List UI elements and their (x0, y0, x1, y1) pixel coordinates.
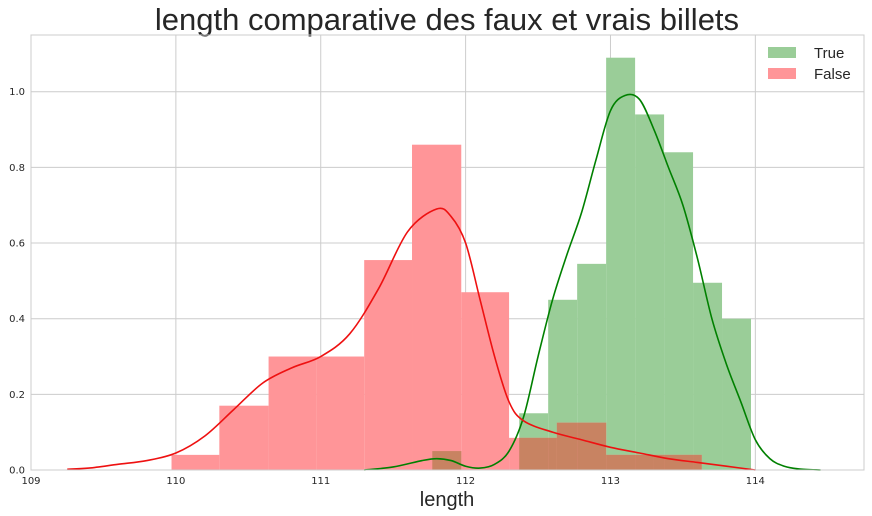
true-kde-line (364, 93, 821, 471)
overlap-hist-bar (577, 422, 607, 470)
true-hist-bar (606, 57, 636, 471)
y-tick-label: 1.0 (9, 87, 25, 98)
overlap-hist-bar (556, 422, 578, 470)
plot-frame (30, 34, 865, 471)
x-tick-label: 113 (601, 476, 620, 487)
false-hist-bar (364, 260, 413, 470)
kde-layer (67, 93, 821, 471)
x-tick-label: 110 (166, 476, 185, 487)
y-tick-label: 0.6 (9, 239, 25, 250)
chart-title: length comparative des faux et vrais bil… (155, 2, 739, 37)
false-hist-bar (268, 356, 317, 470)
legend-label-false: False (814, 66, 851, 83)
bars-layer (171, 57, 752, 471)
legend-swatch-false (768, 68, 796, 79)
false-hist-bar (412, 144, 462, 470)
legend-label-true: True (814, 45, 844, 62)
true-hist-bar (635, 114, 665, 470)
x-tick-label: 112 (456, 476, 475, 487)
true-hist-bar (693, 282, 723, 470)
y-tick-label: 0.0 (9, 466, 25, 477)
legend-swatch-true (768, 47, 796, 58)
false-kde-line (67, 207, 756, 471)
x-tick-label: 111 (311, 476, 330, 487)
overlap-hist-bar (432, 451, 462, 470)
overlap-hist-bar (635, 454, 654, 470)
tick-labels: 109 110 111 112 113 114 0.0 0.2 0.4 0.6 0.8 1.0 (9, 87, 765, 487)
true-hist-bar (722, 318, 752, 470)
y-tick-label: 0.2 (9, 390, 25, 401)
false-hist-bar (171, 454, 220, 470)
y-tick-label: 0.4 (9, 314, 25, 325)
true-hist-bar (664, 152, 694, 470)
x-axis-label: length (420, 489, 475, 511)
overlap-hist-bar (606, 454, 636, 470)
overlap-hist-bar (519, 437, 549, 470)
overlap-hist-bar (548, 437, 557, 470)
overlap-hist-bar (664, 454, 694, 470)
false-hist-bar (316, 356, 365, 470)
overlap-hist-bar (653, 454, 665, 470)
legend: True False (760, 39, 856, 89)
x-tick-label: 114 (746, 476, 765, 487)
y-tick-label: 0.8 (9, 163, 25, 174)
x-tick-label: 109 (21, 476, 40, 487)
